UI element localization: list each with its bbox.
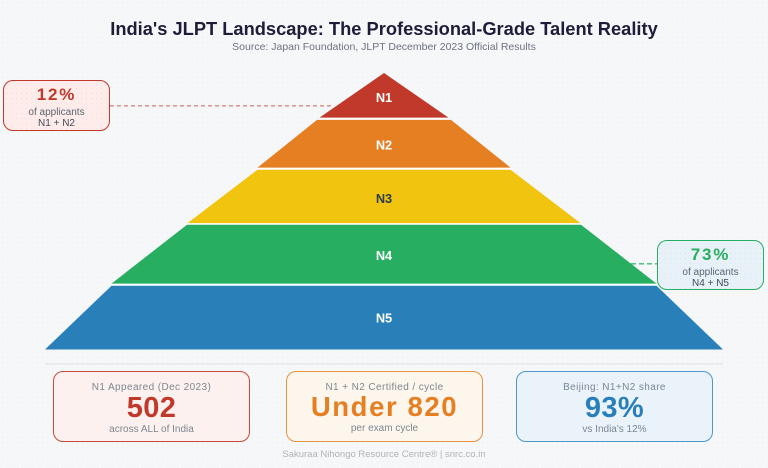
svg-text:N4: N4 [376,248,393,263]
svg-text:N5: N5 [376,311,392,326]
svg-text:N2: N2 [376,138,392,153]
svg-text:N1: N1 [376,90,392,105]
svg-text:N3: N3 [376,191,392,206]
